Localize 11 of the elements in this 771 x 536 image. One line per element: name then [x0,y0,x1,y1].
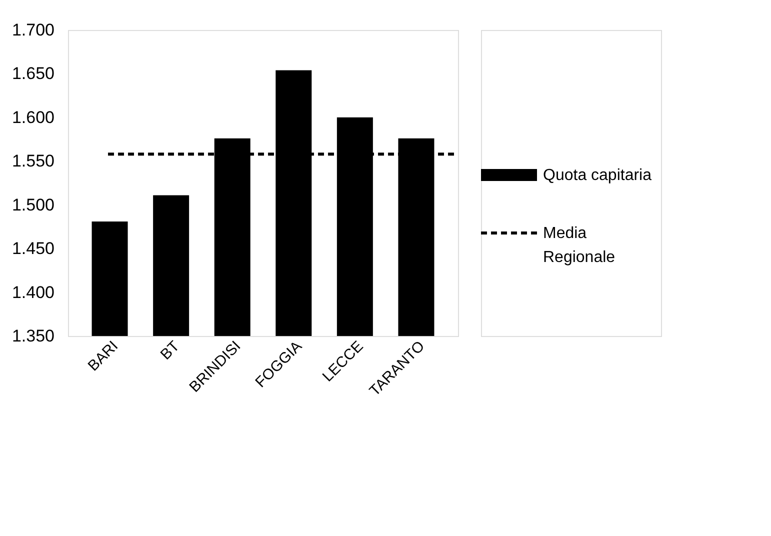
y-tick-label: 1.600 [12,108,54,127]
y-tick-label: 1.400 [12,282,54,302]
y-tick-label: 1.650 [12,64,54,84]
y-tick-label: 1.700 [12,20,54,40]
y-tick-label: 1.500 [12,195,54,214]
y-tick-label: 1.350 [12,326,54,346]
x-tick-label: BT [157,338,183,364]
y-tick-label: 1.450 [12,239,54,258]
legend-label: Quota capitaria [543,167,652,184]
y-tick-label: 1.550 [12,152,54,171]
legend-label: Media Regionale [543,225,616,266]
